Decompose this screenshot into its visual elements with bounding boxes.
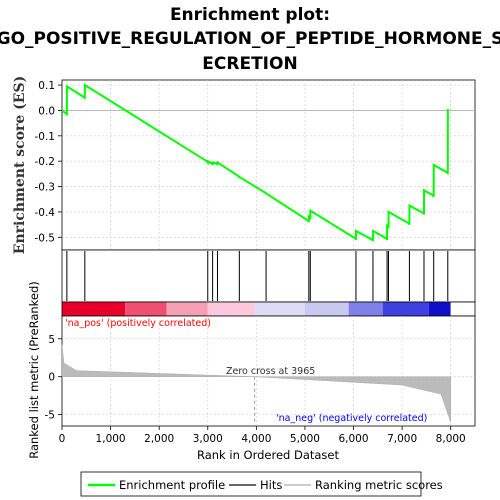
legend-frame xyxy=(80,471,422,497)
x-tick-label: 6,000 xyxy=(338,433,368,445)
color-band-segment xyxy=(166,302,208,316)
x-tick-label: 8,000 xyxy=(436,433,466,445)
rank-y-tick-label: 0 xyxy=(48,372,55,384)
rank-y-ticks: 5 0 -5 xyxy=(45,334,62,422)
es-y-tick-label: -0.3 xyxy=(35,182,56,194)
legend-profile-label: Enrichment profile xyxy=(119,478,225,492)
legend-metric-label: Ranking metric scores xyxy=(315,478,443,492)
x-axis-label: Rank in Ordered Dataset xyxy=(197,448,340,462)
color-band-segment xyxy=(304,302,349,316)
rank-panel-frame xyxy=(61,315,476,427)
rank-y-tick-label: 5 xyxy=(48,334,55,346)
rank-color-band xyxy=(62,302,475,316)
legend-hits-label: Hits xyxy=(260,478,282,492)
rank-y-tick-label: -5 xyxy=(45,410,55,422)
es-grid xyxy=(62,80,475,250)
rank-metric-panel: 5 0 -5 xyxy=(45,315,476,427)
color-band-segment xyxy=(348,302,383,316)
hits-panel-frame xyxy=(61,249,476,303)
es-panel-frame xyxy=(61,79,476,251)
color-band-segment xyxy=(428,302,451,316)
color-band-empty xyxy=(450,302,475,316)
pos-correlated-label: 'na_pos' (positively correlated) xyxy=(65,318,211,329)
x-tick-label: 2,000 xyxy=(144,433,174,445)
es-y-axis-label: Enrichment score (ES) xyxy=(12,76,28,254)
x-tick-label: 5,000 xyxy=(290,433,320,445)
x-ticks: 0 1,000 2,000 3,000 4,000 5,000 6,000 7,000 8,00… xyxy=(59,426,466,445)
enrichment-profile-line xyxy=(61,83,449,242)
es-y-tick-label: -0.1 xyxy=(35,131,56,143)
color-band-segment xyxy=(382,302,429,316)
es-panel: 0.1 0.0 -0.1 -0.2 -0.3 -0.4 -0.5 xyxy=(35,79,476,251)
chart-title-line-3: ECRETION xyxy=(202,54,297,74)
neg-correlated-label: 'na_neg' (negatively correlated) xyxy=(276,413,427,424)
zero-cross-label: Zero cross at 3965 xyxy=(226,366,315,377)
ranking-metric-area xyxy=(61,344,451,423)
es-y-tick-label: 0.0 xyxy=(38,105,55,117)
hits-panel xyxy=(61,249,476,303)
hit-lines xyxy=(66,251,449,301)
x-tick-label: 0 xyxy=(59,433,66,445)
es-y-ticks: 0.1 0.0 -0.1 -0.2 -0.3 -0.4 -0.5 xyxy=(35,80,62,244)
rank-y-axis-label: Ranked list metric (PreRanked) xyxy=(27,281,41,459)
color-band-segment xyxy=(125,302,167,316)
color-band-segment xyxy=(62,302,126,316)
es-y-tick-label: -0.5 xyxy=(35,232,56,244)
x-tick-label: 3,000 xyxy=(193,433,223,445)
color-band-segment xyxy=(254,302,305,316)
chart-title-line-2: GO_POSITIVE_REGULATION_OF_PEPTIDE_HORMON… xyxy=(0,29,500,49)
chart-title-line-1: Enrichment plot: xyxy=(170,5,330,25)
x-tick-label: 4,000 xyxy=(241,433,271,445)
x-tick-label: 7,000 xyxy=(387,433,417,445)
legend: Enrichment profile Hits Ranking metric s… xyxy=(80,471,443,497)
es-y-tick-label: 0.1 xyxy=(38,80,55,92)
es-y-tick-label: -0.4 xyxy=(35,207,56,219)
es-y-tick-label: -0.2 xyxy=(35,156,56,168)
color-band-segment xyxy=(207,302,255,316)
x-tick-label: 1,000 xyxy=(96,433,126,445)
